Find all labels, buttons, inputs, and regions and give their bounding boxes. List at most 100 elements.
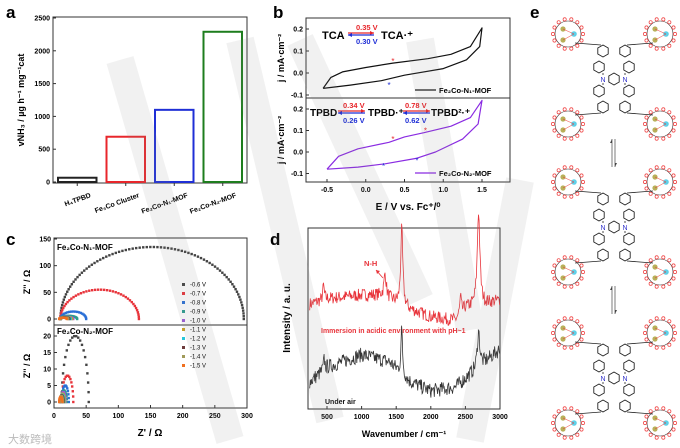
oxygen-atom	[579, 414, 584, 419]
oxygen-atom	[551, 180, 555, 184]
data-point	[159, 246, 163, 249]
data-point	[74, 310, 77, 313]
data-point	[65, 317, 69, 321]
oxygen-atom	[671, 186, 676, 191]
data-point	[57, 400, 61, 404]
oxygen-atom	[671, 25, 676, 30]
oxygen-atom	[673, 270, 677, 274]
y-tick-label: 0.1	[293, 49, 303, 56]
x-axis-label: E / V vs. Fc⁺/⁰	[376, 202, 441, 213]
oxygen-atom	[671, 276, 676, 281]
oxygen-atom	[552, 324, 557, 329]
data-point	[66, 300, 69, 304]
oxygen-atom	[562, 345, 567, 350]
benzene-ring	[597, 343, 609, 357]
data-point	[96, 260, 99, 263]
equilibrium-arrow-2	[403, 109, 430, 115]
data-point	[82, 349, 85, 352]
oxygen-atom	[551, 32, 555, 36]
legend-marker	[182, 319, 185, 322]
data-point	[93, 288, 97, 292]
oxygen-atom	[644, 115, 649, 120]
oxygen-atom	[644, 427, 649, 432]
oxygen-atom	[661, 17, 666, 22]
data-point	[63, 312, 66, 315]
oxygen-atom	[643, 270, 647, 274]
oxygen-atom	[648, 110, 653, 115]
data-point	[237, 293, 240, 296]
data-point	[66, 389, 70, 393]
oxygen-atom	[579, 128, 584, 133]
oxygen-atom	[648, 342, 653, 347]
oxygen-atom	[661, 46, 666, 51]
oxygen-atom	[579, 38, 584, 43]
data-point	[77, 311, 81, 314]
y-tick-label: 5	[47, 383, 51, 390]
y-tick-label: 2000	[34, 48, 50, 55]
oxygen-atom	[556, 432, 561, 437]
data-point	[225, 275, 228, 279]
data-point	[70, 297, 73, 300]
data-point	[71, 395, 75, 398]
data-point	[70, 310, 73, 313]
data-point	[216, 267, 219, 270]
oxygen-atom	[575, 319, 580, 324]
data-point	[64, 355, 67, 359]
benzene-ring	[597, 399, 609, 413]
oxygen-atom	[569, 194, 574, 199]
metal-cluster	[551, 406, 585, 440]
y-tick-label: -0.1	[291, 171, 303, 178]
oxygen-atom	[648, 319, 653, 324]
oxygen-atom	[575, 409, 580, 414]
x-tick-label: 250	[209, 413, 221, 420]
benzene-ring	[608, 220, 620, 234]
oxygen-atom	[551, 421, 555, 425]
oxygen-atom	[654, 194, 659, 199]
legend-label: -0.9 V	[190, 310, 206, 316]
data-point	[86, 381, 90, 384]
oxygen-atom	[579, 337, 584, 342]
data-point	[60, 311, 63, 314]
oxidation-potential-1: 0.34 V	[343, 101, 365, 110]
legend-marker	[182, 346, 185, 349]
data-point	[74, 278, 77, 281]
data-point	[135, 308, 139, 312]
data-point	[65, 395, 68, 398]
oxygen-atom	[671, 427, 676, 432]
data-point	[105, 255, 108, 258]
data-point	[145, 245, 148, 249]
oxygen-atom	[569, 136, 574, 141]
oxygen-atom	[671, 337, 676, 342]
oxygen-atom	[562, 435, 567, 440]
data-point	[229, 280, 232, 283]
benzene-ring	[593, 359, 605, 373]
y-tick-label: 0.2	[293, 107, 303, 114]
legend-label-n1: Fe₂Co-N₁-MOF	[439, 86, 492, 95]
oxygen-atom	[671, 173, 676, 178]
oxygen-atom	[673, 421, 677, 425]
y-axis-label: Intensity / a. u.	[282, 283, 293, 353]
oxygen-atom	[569, 17, 574, 22]
oxygen-atom	[654, 345, 659, 350]
data-point	[91, 289, 94, 292]
oxygen-atom	[661, 406, 666, 411]
oxygen-atom	[569, 435, 574, 440]
data-point	[218, 269, 222, 272]
data-point	[75, 334, 78, 338]
x-tick-label: 100	[112, 413, 124, 420]
tpbd-radical-label: TPBD·⁺	[368, 108, 404, 119]
data-point	[180, 249, 183, 253]
oxygen-atom	[654, 107, 659, 112]
data-point	[202, 258, 206, 261]
oxygen-atom	[654, 406, 659, 411]
data-point	[61, 381, 64, 384]
data-point	[60, 303, 64, 307]
legend-label: -1.2 V	[190, 337, 206, 343]
oxygen-atom	[552, 25, 557, 30]
data-point	[62, 298, 65, 301]
oxygen-atom	[575, 281, 580, 286]
data-point	[102, 288, 106, 292]
oxygen-atom	[551, 122, 555, 126]
oxygen-atom	[661, 284, 666, 289]
